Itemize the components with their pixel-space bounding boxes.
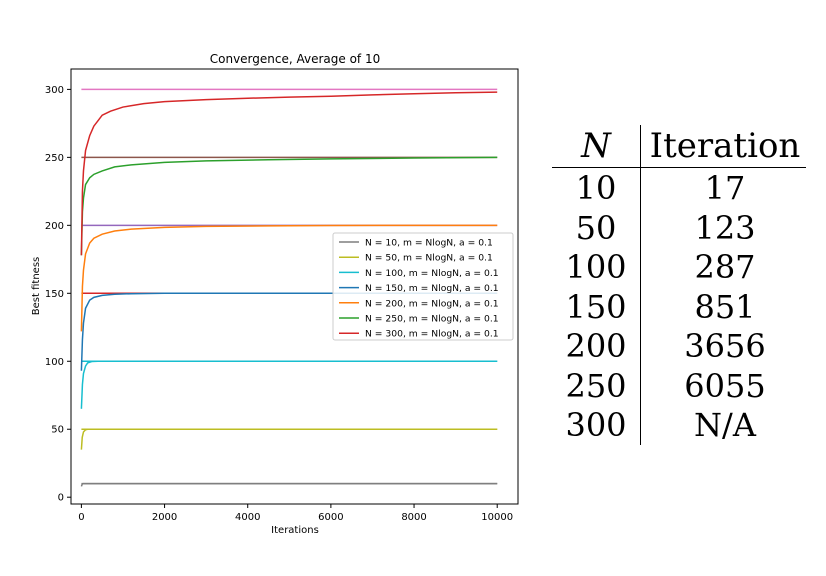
series-lines [80, 91, 498, 487]
table-cell-n: 250 [565, 366, 627, 405]
legend-label: N = 150, m = NlogN, a = 0.1 [365, 283, 499, 294]
table-header-iteration: Iteration [649, 126, 801, 166]
table-cell-iteration: 287 [694, 248, 756, 286]
x-tick-label: 4000 [235, 512, 260, 523]
table-cell-n: 300 [565, 406, 627, 444]
table-cell-iteration: 17 [704, 169, 746, 207]
legend-label: N = 10, m = NlogN, a = 0.1 [365, 238, 493, 249]
x-tick-label: 0 [78, 512, 84, 523]
table-row: 200 3656 [552, 327, 806, 366]
y-tick-label: 50 [51, 425, 64, 436]
table-cell-n: 10 [575, 169, 617, 207]
y-axis-label: Best fitness [31, 257, 42, 315]
x-axis-ticks: 0 2000 4000 6000 8000 10000 [78, 504, 513, 523]
table-row: 10 17 [552, 169, 806, 208]
chart-title: Convergence, Average of 10 [210, 52, 381, 66]
table-cell-iteration: N/A [694, 406, 756, 444]
plot-frame [70, 68, 519, 505]
legend-label: N = 300, m = NlogN, a = 0.1 [365, 329, 499, 340]
iterations-table: N Iteration 10 17 50 123 100 287 150 851 200 3656… [552, 125, 806, 445]
table-row: 250 6055 [552, 367, 806, 406]
y-tick-label: 100 [45, 357, 64, 368]
series-line [80, 156, 498, 256]
table-row: 150 851 [552, 288, 806, 327]
table-cell-iteration: 123 [694, 208, 756, 247]
series-line [80, 292, 498, 371]
x-tick-label: 8000 [401, 512, 426, 523]
legend: N = 10, m = NlogN, a = 0.1 N = 50, m = Nl… [332, 232, 514, 341]
legend-label: N = 50, m = NlogN, a = 0.1 [365, 253, 493, 264]
table-cell-n: 200 [565, 327, 627, 365]
y-tick-label: 150 [45, 289, 64, 300]
table-header-rule [552, 167, 806, 168]
x-axis-label: Iterations [271, 525, 319, 536]
y-tick-label: 200 [45, 221, 64, 232]
table-row: 300 N/A [552, 406, 806, 445]
series-line [80, 91, 498, 256]
y-tick-label: 250 [45, 153, 64, 164]
legend-label: N = 250, m = NlogN, a = 0.1 [365, 314, 499, 325]
table-cell-iteration: 3656 [684, 327, 766, 365]
table-cell-n: 150 [565, 287, 627, 326]
table-column-rule [640, 125, 641, 445]
y-axis-ticks: 0 50 100 150 200 250 300 [45, 85, 71, 504]
table-row: 50 123 [552, 209, 806, 248]
table-header-n: N [581, 126, 611, 166]
x-tick-label: 2000 [152, 512, 177, 523]
y-tick-label: 300 [45, 85, 64, 96]
table-row: 100 287 [552, 248, 806, 287]
series-line [80, 360, 498, 409]
series-line [80, 482, 498, 487]
table-cell-n: 100 [565, 248, 627, 286]
table-cell-iteration: 851 [694, 287, 756, 326]
table-cell-n: 50 [575, 208, 617, 247]
x-tick-label: 6000 [318, 512, 343, 523]
y-tick-label: 0 [58, 493, 64, 504]
legend-box [332, 232, 514, 341]
legend-label: N = 200, m = NlogN, a = 0.1 [365, 298, 499, 309]
table-cell-iteration: 6055 [684, 366, 766, 405]
series-line [80, 428, 498, 450]
x-tick-label: 10000 [481, 512, 513, 523]
legend-label: N = 100, m = NlogN, a = 0.1 [365, 268, 499, 279]
series-line [80, 224, 498, 332]
